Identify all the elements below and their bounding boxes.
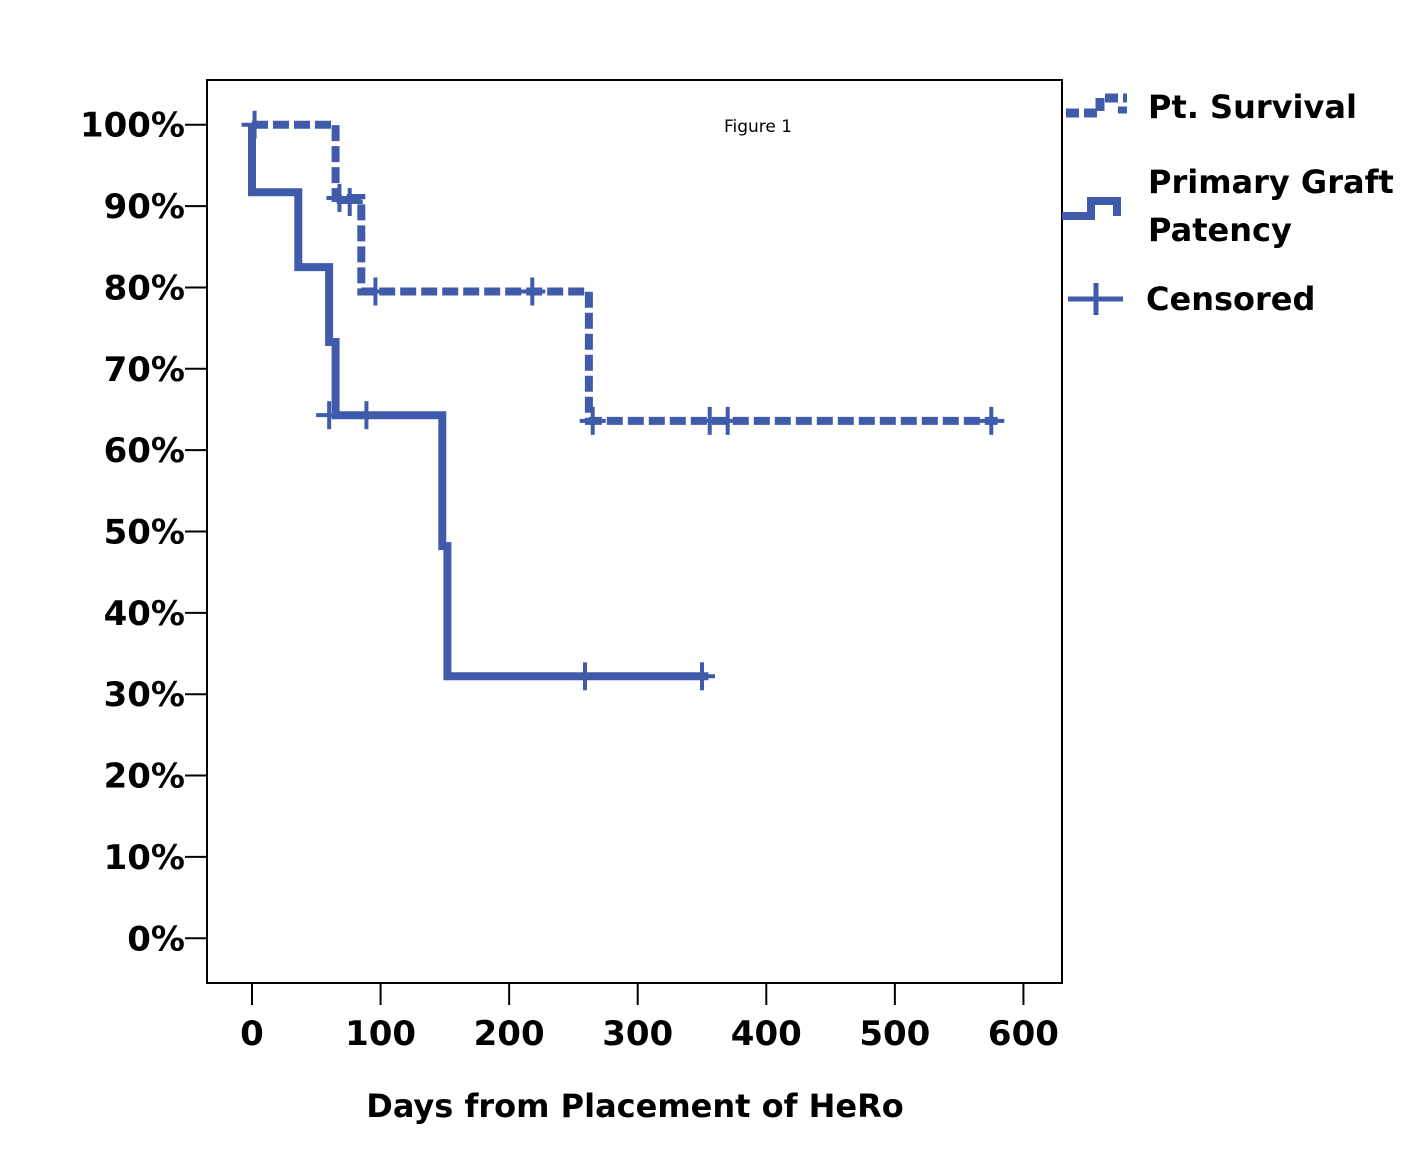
y-tick-label: 20%	[104, 757, 185, 797]
y-tick-label: 100%	[80, 106, 185, 146]
x-tick-label: 400	[731, 1014, 802, 1054]
figure-annotation: Figure 1	[724, 117, 792, 137]
series-line-pt-survival	[252, 120, 998, 425]
legend-marker-dashed	[1066, 93, 1127, 118]
legend-label: Primary Graft	[1148, 163, 1394, 201]
x-tick-label: 500	[859, 1014, 930, 1054]
x-tick-label: 300	[602, 1014, 673, 1054]
series-layer	[241, 110, 1005, 691]
y-tick-label: 80%	[104, 268, 185, 308]
series-line-primary-graft-patency	[248, 124, 709, 681]
legend-label: Patency	[1148, 211, 1292, 249]
axes-layer: 0% 10% 20% 30% 40% 50% 60% 70% 80% 90% 100% 0 100 200…	[80, 79, 1063, 1125]
x-tick-label: 100	[345, 1014, 416, 1054]
y-tick-label: 50%	[104, 513, 185, 553]
x-tick-label: 0	[240, 1014, 264, 1054]
y-tick-label: 40%	[104, 594, 185, 634]
y-tick-label: 70%	[104, 350, 185, 390]
y-tick-label: 0%	[127, 919, 185, 959]
x-tick-label: 600	[988, 1014, 1059, 1054]
legend-label: Pt. Survival	[1148, 88, 1357, 126]
y-tick-label: 30%	[104, 675, 185, 715]
legend-label: Censored	[1146, 280, 1315, 318]
plot-frame	[206, 79, 1063, 984]
legend: Pt. Survival Primary Graft Patency Censored	[1062, 88, 1394, 318]
y-tick-label: 10%	[104, 838, 185, 878]
x-axis-title: Days from Placement of HeRo	[366, 1087, 904, 1125]
legend-marker-solid	[1062, 197, 1121, 220]
x-tick-label: 200	[474, 1014, 545, 1054]
y-tick-label: 60%	[104, 431, 185, 471]
y-tick-label: 90%	[104, 187, 185, 227]
